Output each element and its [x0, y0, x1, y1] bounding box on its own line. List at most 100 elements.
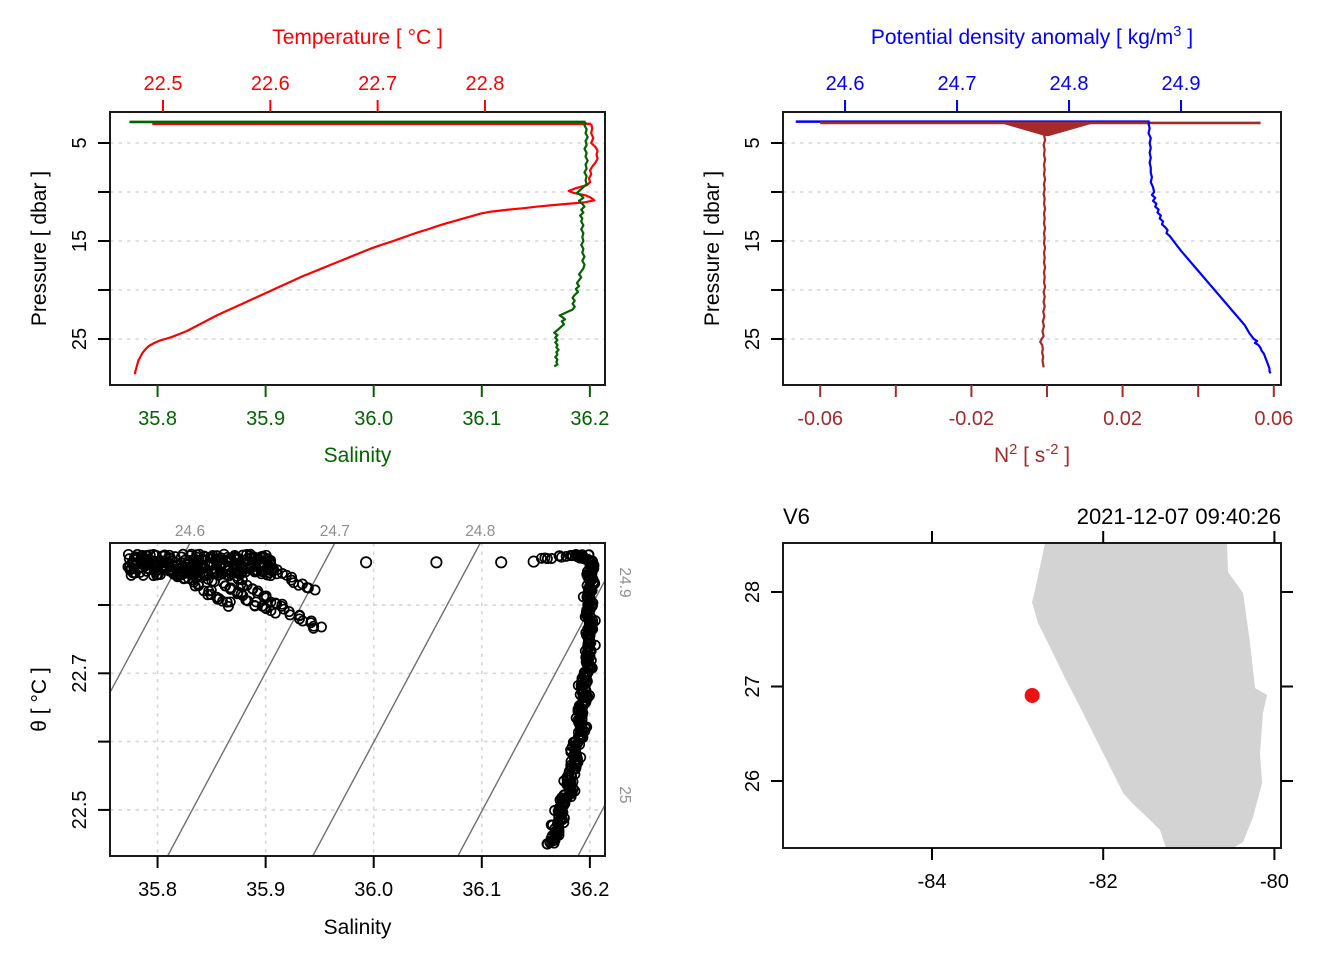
ts-salinity-tick-label: 36.2	[570, 879, 609, 901]
ts-point	[316, 621, 327, 633]
ts-point	[276, 600, 288, 612]
longitude-tick-label: -84	[918, 871, 947, 893]
ts-point	[210, 555, 222, 567]
ts-point	[191, 549, 203, 561]
ts-point	[309, 584, 321, 596]
theta-tick-label: 22.7	[69, 654, 91, 693]
panel-profile-density-n2: 24.6 24.7 24.8 24.9 -0.06 -0.02 0.02 0.06 5 15 25 P…	[701, 24, 1293, 467]
ts-point	[269, 597, 281, 609]
isopycnal-label-24.6: 24.6	[175, 523, 205, 540]
temperature-tick-label: 22.7	[358, 73, 397, 95]
ts-point	[430, 556, 443, 569]
panel-profile-temp-sal: 22.5 22.6 22.7 22.8 35.8 35.9 36.0 36.1 36.2 5 15 2…	[28, 26, 609, 467]
temperature-tick-label: 22.5	[144, 73, 183, 95]
isopycnal-line-25	[577, 804, 605, 856]
ts-point	[172, 571, 183, 583]
ts-point	[223, 570, 235, 582]
ts-point	[305, 617, 317, 629]
axis-title-temperature: Temperature [ °C ]	[272, 26, 443, 49]
n2-tick-label: 0.06	[1254, 408, 1293, 430]
panel-ts-diagram: 24.6 24.7 24.8 24.9 25 35.8 35.9 36.0 36.1 36.2 22…	[28, 523, 633, 939]
station-marker	[1024, 687, 1040, 703]
panel-frame	[109, 111, 606, 386]
ts-point	[527, 555, 540, 568]
ts-point	[164, 549, 175, 561]
ts-point	[541, 553, 553, 565]
ts-salinity-tick-label: 35.9	[246, 879, 285, 901]
ts-point	[135, 551, 147, 562]
axis-title-salinity-bottom: Salinity	[324, 916, 392, 939]
ts-point	[222, 600, 234, 612]
isopycnal-label-25: 25	[616, 786, 633, 803]
ts-point	[259, 602, 271, 614]
isopycnal-label-24.8: 24.8	[465, 523, 495, 540]
ts-scatter-points	[122, 548, 601, 850]
timestamp-title: 2021-12-07 09:40:26	[1077, 504, 1281, 529]
ts-point	[218, 548, 230, 560]
n2-surface-funnel	[999, 122, 1095, 137]
ts-point	[360, 556, 373, 569]
ts-point	[134, 566, 146, 578]
station-id-title: V6	[783, 504, 810, 529]
ts-point	[249, 600, 261, 612]
temperature-tick-label: 22.6	[251, 73, 290, 95]
temperature-profile-line	[134, 123, 599, 375]
pressure-tick-label: 15	[742, 230, 764, 252]
salinity-tick-label: 36.2	[570, 408, 609, 430]
isopycnal-line-24.7	[166, 543, 336, 856]
axis-title-density: Potential density anomaly [ kg/m3 ]	[871, 24, 1193, 49]
longitude-tick-label: -80	[1260, 871, 1289, 893]
pressure-tick-label: 25	[69, 328, 91, 350]
isopycnal-label-24.7: 24.7	[320, 523, 350, 540]
ts-point	[251, 556, 263, 568]
florida-landmass	[1032, 543, 1267, 848]
isopycnal-line-24.8	[312, 543, 481, 856]
axis-title-pressure-right: Pressure [ dbar ]	[701, 171, 724, 326]
density-tick-label: 24.7	[938, 73, 977, 95]
density-profile-line	[1147, 121, 1272, 374]
latitude-tick-label: 27	[742, 675, 764, 697]
density-tick-label: 24.6	[826, 73, 865, 95]
isopycnal-line-24.9	[457, 580, 605, 856]
salinity-tick-label: 36.0	[354, 408, 393, 430]
theta-tick-label: 22.5	[69, 790, 91, 829]
n2-tick-label: 0.02	[1103, 408, 1142, 430]
panel-station-map: -84 -82 -80 28 27 26 V6 2021-12-07 09:40:26	[742, 504, 1293, 893]
n2-profile-line	[1039, 130, 1047, 368]
ts-point	[286, 574, 297, 586]
density-tick-label: 24.8	[1050, 73, 1089, 95]
salinity-tick-label: 35.8	[138, 408, 177, 430]
pressure-tick-label: 5	[742, 137, 764, 148]
ts-point	[235, 578, 247, 590]
ts-point	[124, 564, 136, 576]
ts-point	[308, 622, 319, 634]
latitude-tick-label: 26	[742, 770, 764, 792]
ts-point	[548, 837, 560, 849]
n2-tick-label: -0.02	[949, 408, 995, 430]
axis-title-n2: N2 [ s-2 ]	[994, 442, 1070, 467]
pressure-tick-label: 25	[742, 328, 764, 350]
ts-point	[541, 838, 553, 850]
latitude-tick-label: 28	[742, 581, 764, 603]
axis-title-salinity-top: Salinity	[324, 444, 392, 467]
ts-point	[278, 603, 290, 615]
n2-tick-label: -0.06	[797, 408, 843, 430]
axis-title-pressure-left: Pressure [ dbar ]	[28, 171, 51, 326]
panel-frame	[782, 111, 1282, 386]
ts-point	[265, 596, 277, 608]
ts-salinity-tick-label: 35.8	[138, 879, 177, 901]
ts-point	[159, 564, 171, 576]
ts-point	[302, 582, 314, 594]
salinity-tick-label: 36.1	[462, 408, 501, 430]
pressure-tick-label: 5	[69, 137, 91, 148]
ts-point	[212, 593, 224, 605]
ts-point	[258, 590, 270, 602]
density-tick-label: 24.9	[1162, 73, 1201, 95]
ts-point	[141, 565, 153, 577]
ts-point	[495, 556, 508, 569]
isopycnal-label-24.9: 24.9	[616, 567, 633, 597]
pressure-tick-label: 15	[69, 230, 91, 252]
ts-point	[259, 561, 271, 573]
